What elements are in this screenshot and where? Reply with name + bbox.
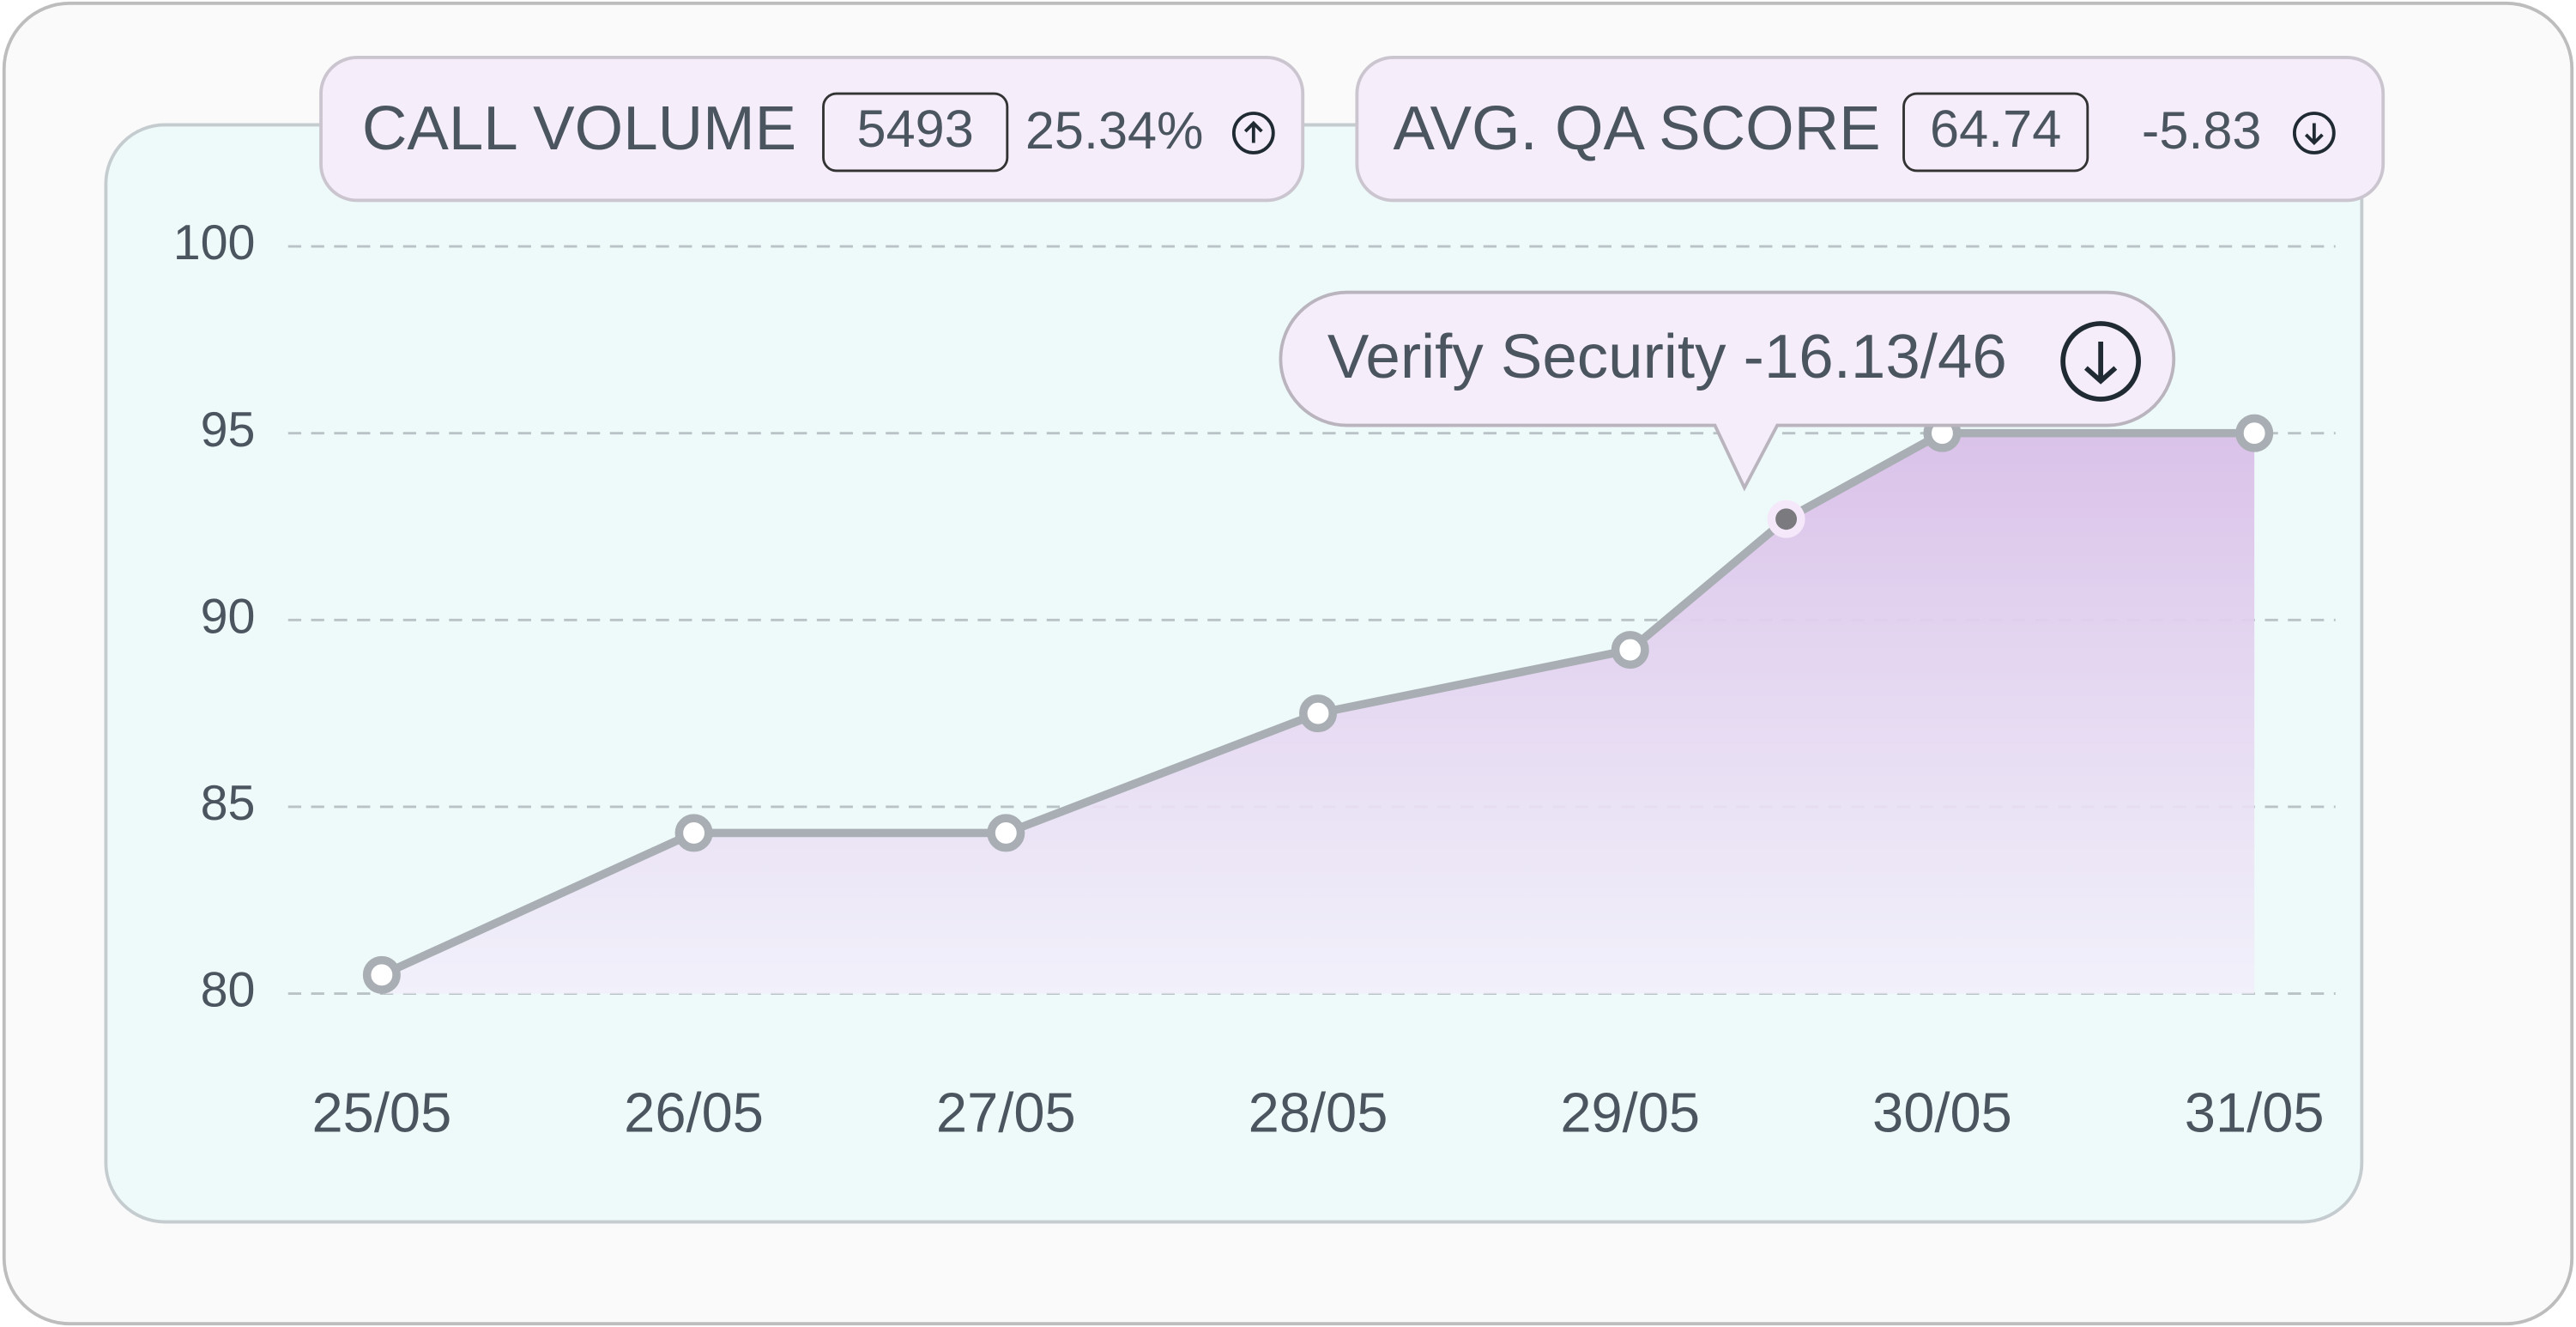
kpi-pill xyxy=(319,56,1305,203)
kpi-call-volume: CALL VOLUME 5493 25.34% xyxy=(319,56,1305,203)
y-tick-label: 80 xyxy=(201,963,256,1018)
x-tick-label: 26/05 xyxy=(624,1081,764,1143)
kpi-value-box xyxy=(822,92,1009,173)
x-tick-label: 31/05 xyxy=(2185,1081,2325,1143)
tooltip: Verify Security -16.13/46 xyxy=(1279,290,2176,492)
kpi-value-box xyxy=(1902,92,2089,173)
x-tick-label: 25/05 xyxy=(311,1081,451,1143)
tooltip-bubble xyxy=(1279,290,2176,492)
point xyxy=(2235,414,2274,452)
plot: 80 85 90 95 100 25/05 26/05 27/05 28/05 29/05 30/0… xyxy=(173,215,2336,1143)
tooltip-text: Verify Security -16.13/46 xyxy=(1327,322,2007,391)
down-icon xyxy=(2292,112,2336,155)
kpi-change: 25.34% xyxy=(1025,101,1204,160)
line xyxy=(379,428,2255,979)
x-tick-label: 30/05 xyxy=(1872,1081,2012,1143)
x-tick-label: 28/05 xyxy=(1249,1081,1388,1143)
x-tick-label: 27/05 xyxy=(936,1081,1076,1143)
point xyxy=(1611,631,1649,670)
kpi-pill xyxy=(1355,56,2386,203)
y-tick-label: 90 xyxy=(201,589,256,644)
kpi-label: CALL VOLUME xyxy=(362,94,796,163)
y-tick-label: 95 xyxy=(201,403,256,457)
y-tick-label: 100 xyxy=(173,215,256,270)
point xyxy=(987,814,1025,852)
highlight-point xyxy=(1767,500,1805,538)
point xyxy=(362,955,401,994)
point xyxy=(674,814,713,852)
kpi-label: AVG. QA SCORE xyxy=(1393,94,1880,163)
y-tick-label: 85 xyxy=(201,776,256,831)
kpi-qa-score: AVG. QA SCORE 64.74 -5.83 xyxy=(1355,56,2386,203)
kpi-change: -5.83 xyxy=(2142,101,2262,160)
x-tick-label: 29/05 xyxy=(1560,1081,1700,1143)
point xyxy=(1299,694,1338,733)
down-icon xyxy=(2060,321,2141,402)
up-icon xyxy=(1231,112,1275,155)
kpi-value: 64.74 xyxy=(1930,100,2061,158)
kpi-value: 5493 xyxy=(857,100,974,158)
